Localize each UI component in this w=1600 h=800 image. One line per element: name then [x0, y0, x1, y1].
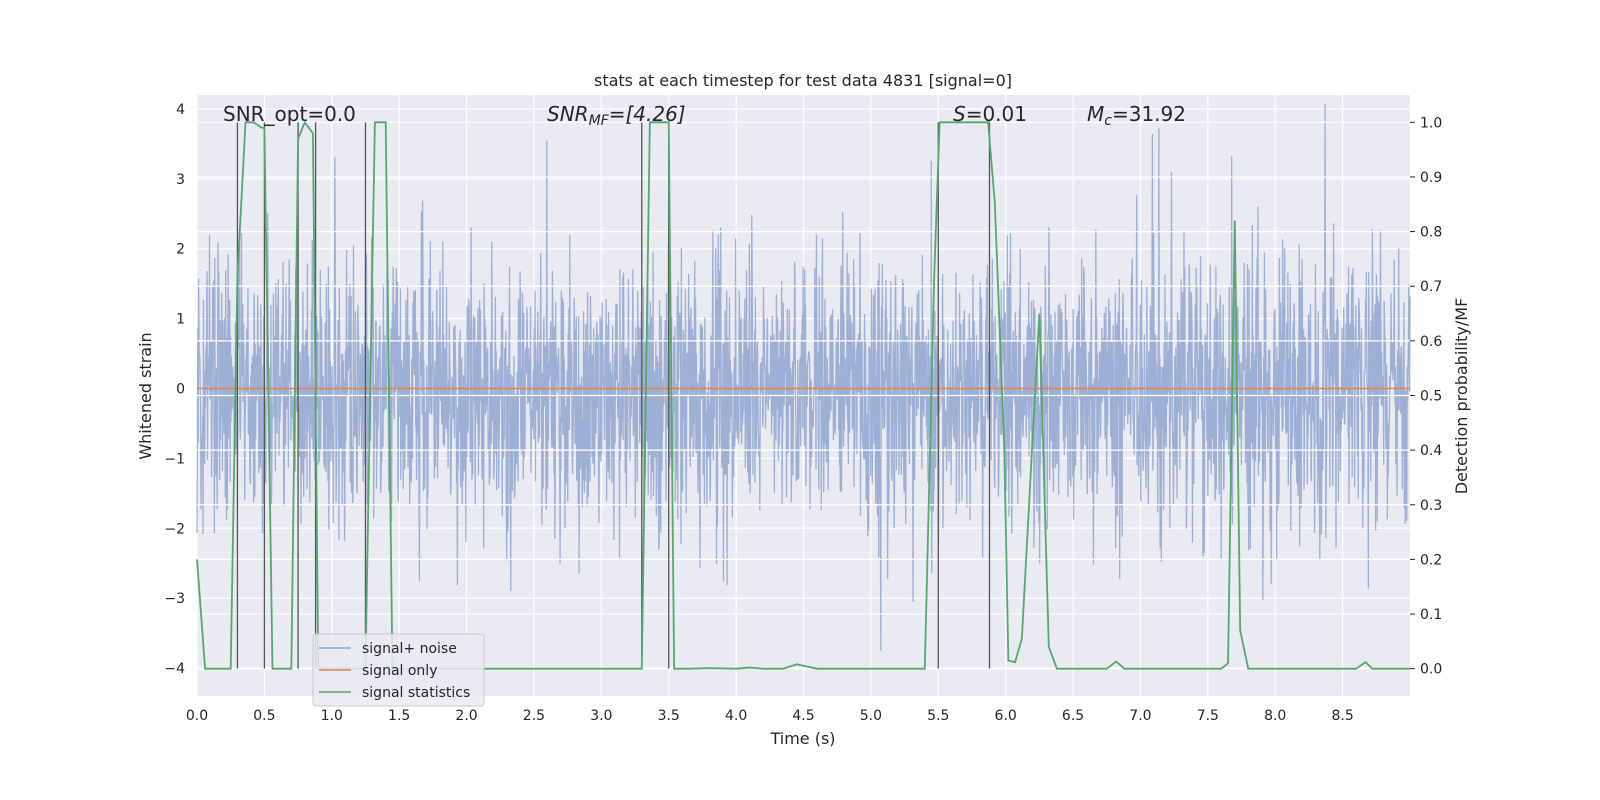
snr-mf-label: SNR [547, 102, 589, 126]
mc-label: M [1087, 102, 1104, 126]
left-y-tick-label: −3 [164, 591, 185, 607]
x-tick-label: 5.0 [860, 708, 882, 724]
mc-annotation: Mc=31.92 [1087, 102, 1186, 129]
x-tick-label: 2.5 [523, 708, 545, 724]
x-tick-label: 1.5 [388, 708, 410, 724]
x-tick-label: 6.5 [1062, 708, 1084, 724]
left-y-axis: 4 3 2 1 0 −1 −2 −3 −4 [164, 102, 185, 677]
x-tick-label: 5.5 [927, 708, 949, 724]
right-y-tick-label: 0.8 [1420, 225, 1442, 241]
left-y-axis-label: Whitened strain [136, 332, 155, 459]
right-y-tick-label: 0.9 [1420, 170, 1442, 186]
right-y-axis-label: Detection probability/MF [1452, 298, 1471, 495]
x-axis-label: Time (s) [769, 729, 835, 748]
legend-label-signal: signal only [362, 663, 437, 679]
x-tick-label: 3.0 [590, 708, 612, 724]
x-tick-label: 6.0 [995, 708, 1017, 724]
s-value: =0.01 [966, 102, 1027, 126]
right-y-tick-label: 0.0 [1420, 662, 1442, 678]
x-tick-label: 3.5 [658, 708, 680, 724]
left-y-tick-label: 3 [176, 172, 185, 188]
mc-subscript: c [1104, 113, 1112, 129]
left-y-tick-label: 4 [176, 102, 185, 118]
snr-opt-annotation: SNR_opt=0.0 [223, 102, 356, 126]
x-tick-label: 2.0 [455, 708, 477, 724]
legend: signal+ noise signal only signal statist… [312, 633, 485, 707]
x-tick-label: 7.5 [1197, 708, 1219, 724]
snr-mf-annotation: SNRMF=[4.26] [547, 102, 686, 129]
x-tick-label: 0.0 [186, 708, 208, 724]
x-tick-label: 4.0 [725, 708, 747, 724]
left-y-tick-label: −1 [164, 451, 185, 467]
x-tick-label: 1.0 [321, 708, 343, 724]
mc-value: =31.92 [1112, 102, 1186, 126]
snr-mf-subscript: MF [589, 113, 610, 129]
left-y-tick-label: −4 [164, 661, 185, 677]
statistics-line [196, 120, 1410, 670]
x-tick-label: 0.5 [253, 708, 275, 724]
left-y-tick-label: 0 [176, 382, 185, 398]
right-y-tick-label: 0.5 [1420, 389, 1442, 405]
snr-mf-value: =[4.26] [609, 102, 686, 126]
chart-title: stats at each timestep for test data 483… [594, 71, 1012, 90]
right-y-axis: 1.0 0.9 0.8 0.7 0.6 0.5 0.4 0.3 0.2 0.1 0.0 [1410, 115, 1442, 678]
right-y-tick-label: 0.4 [1420, 443, 1442, 459]
x-tick-label: 8.0 [1264, 708, 1286, 724]
s-label: S [953, 102, 966, 126]
legend-box [312, 633, 485, 707]
right-y-tick-label: 0.7 [1420, 279, 1442, 295]
x-axis: 0.0 0.5 1.0 1.5 2.0 2.5 3.0 3.5 4.0 4.5 5.0 5.5 6.0 6… [186, 708, 1354, 724]
right-y-tick-label: 0.1 [1420, 607, 1442, 623]
x-tick-label: 8.5 [1331, 708, 1353, 724]
right-y-tick-label: 1.0 [1420, 115, 1442, 131]
noise-series [196, 103, 1411, 652]
legend-label-statistics: signal statistics [362, 685, 470, 701]
right-y-tick-label: 0.3 [1420, 498, 1442, 514]
statistics-series [196, 120, 1410, 670]
s-annotation: S=0.01 [953, 102, 1027, 126]
left-y-tick-label: −2 [164, 521, 185, 537]
right-y-tick-label: 0.6 [1420, 334, 1442, 350]
x-tick-label: 4.5 [792, 708, 814, 724]
left-y-tick-label: 1 [176, 312, 185, 328]
right-y-tick-label: 0.2 [1420, 552, 1442, 568]
left-y-tick-label: 2 [176, 242, 185, 258]
noise-line [196, 103, 1411, 652]
x-tick-label: 7.0 [1129, 708, 1151, 724]
legend-label-noise: signal+ noise [362, 641, 457, 657]
